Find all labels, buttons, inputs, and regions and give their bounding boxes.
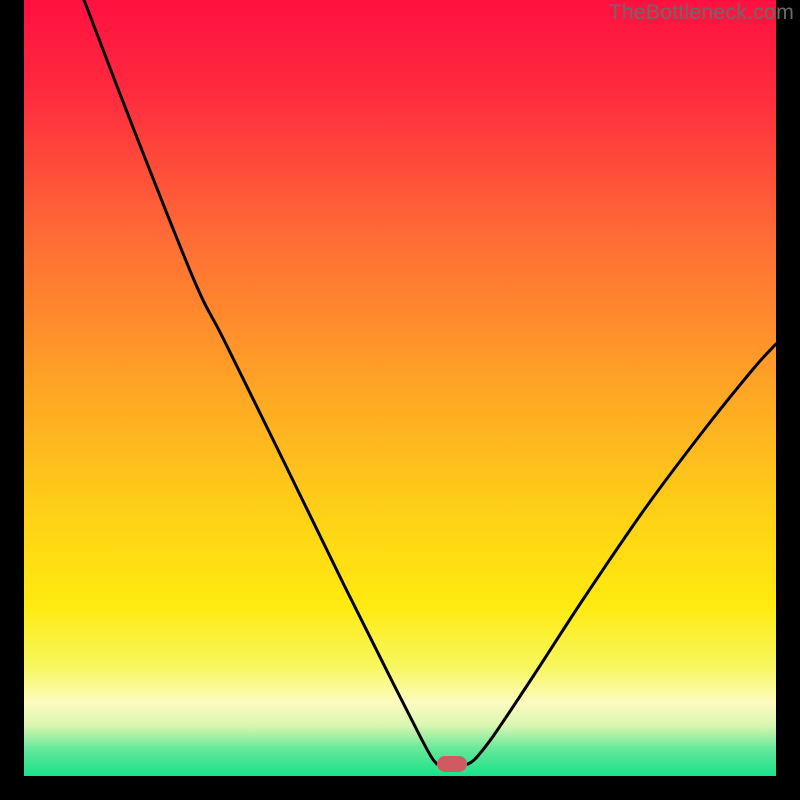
optimal-marker: [437, 756, 467, 772]
frame-border-bottom: [0, 776, 800, 800]
plot-area: [24, 0, 776, 776]
figure-root: TheBottleneck.com: [0, 0, 800, 800]
curve-path: [84, 0, 776, 764]
watermark-label: TheBottleneck.com: [609, 0, 800, 23]
frame-border-right: [776, 0, 800, 800]
frame-border-left: [0, 0, 24, 800]
bottleneck-curve: [24, 0, 776, 776]
